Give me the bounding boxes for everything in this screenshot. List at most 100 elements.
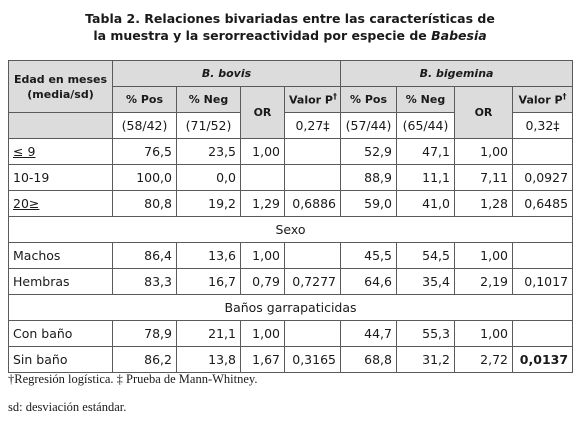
table-row: 10-19 100,0 0,0 88,9 11,1 7,11 0,0927	[8, 164, 574, 191]
bovis-neg: 13,6	[176, 242, 241, 269]
col-pos-bigemina: % Pos	[340, 86, 397, 113]
header-row-columns: % Pos % Neg OR Valor P† % Pos % Neg OR V…	[9, 86, 574, 139]
title-line-2-italic: Babesia	[431, 28, 487, 43]
bovis-neg: 16,7	[176, 268, 241, 295]
bigemina-p: 0,1017	[511, 268, 574, 295]
bovis-pos: 76,5	[112, 138, 177, 165]
header-row-species: Edad en meses (media/sd) B. bovis B. big…	[8, 60, 574, 113]
bovis-p: 0,3165	[284, 346, 341, 373]
row-label: Machos	[8, 242, 113, 269]
table-row: 20≥ 80,8 19,2 1,29 0,6886 59,0 41,0 1,28…	[8, 190, 574, 217]
bovis-p: 0,7277	[284, 268, 341, 295]
bigemina-or: 1,00	[454, 242, 513, 269]
bigemina-p	[511, 320, 574, 347]
section-label: Baños garrapaticidas	[7, 294, 574, 321]
results-table: Edad en meses (media/sd) B. bovis B. big…	[7, 60, 574, 373]
bigemina-neg: 41,0	[396, 190, 455, 217]
bigemina-neg: 11,1	[396, 164, 455, 191]
bigemina-p	[511, 242, 574, 269]
bigemina-p: 0,0137	[511, 346, 574, 373]
species-header-bigemina: B. bigemina	[339, 60, 574, 87]
row-label: 20≥	[8, 190, 113, 217]
row-label: ≤ 9	[8, 138, 113, 165]
bigemina-neg: 47,1	[396, 138, 455, 165]
bovis-neg: 23,5	[176, 138, 241, 165]
bovis-p	[284, 138, 341, 165]
bovis-or: 0,79	[240, 268, 285, 295]
footnote-1: †Regresión logística. ‡ Prueba de Mann-W…	[8, 372, 258, 386]
section-label: Sexo	[7, 216, 574, 243]
col-neg-bigemina: % Neg	[396, 86, 455, 113]
bigemina-pos: 52,9	[340, 138, 397, 165]
bovis-pos-count: (58/42)	[112, 112, 177, 139]
bovis-neg: 0,0	[176, 164, 241, 191]
bigemina-p: 0,6485	[511, 190, 574, 217]
bigemina-p	[511, 138, 574, 165]
bigemina-neg: 35,4	[396, 268, 455, 295]
col-p-bigemina-label: Valor P	[518, 93, 563, 107]
bovis-p	[284, 164, 341, 191]
title-line-2-text: la muestra y la serorreactividad por esp…	[93, 28, 432, 43]
bigemina-pos: 64,6	[340, 268, 397, 295]
section-row-sexo: Sexo	[7, 216, 574, 243]
counts-spacer	[8, 112, 113, 139]
table-row: ≤ 9 76,5 23,5 1,00 52,9 47,1 1,00	[8, 138, 574, 165]
col-p-bigemina-mark: †	[562, 92, 567, 102]
bigemina-pos: 88,9	[340, 164, 397, 191]
bovis-or: 1,00	[240, 242, 285, 269]
col-p-bigemina: Valor P†	[511, 86, 574, 113]
bovis-pos: 100,0	[112, 164, 177, 191]
bigemina-pos: 45,5	[340, 242, 397, 269]
col-neg-bovis: % Neg	[176, 86, 241, 113]
bovis-pos: 86,4	[112, 242, 177, 269]
bigemina-pos: 44,7	[340, 320, 397, 347]
bigemina-neg: 54,5	[396, 242, 455, 269]
bovis-pos: 80,8	[112, 190, 177, 217]
bovis-pos: 78,9	[112, 320, 177, 347]
species-header-bovis: B. bovis	[112, 60, 341, 87]
bigemina-pos: 59,0	[340, 190, 397, 217]
bigemina-or: 1,00	[454, 138, 513, 165]
bigemina-or: 1,00	[454, 320, 513, 347]
group-header: Edad en meses (media/sd)	[8, 60, 113, 113]
col-or-bovis: OR	[240, 86, 285, 139]
bovis-neg-count: (71/52)	[176, 112, 241, 139]
title-line-2: la muestra y la serorreactividad por esp…	[0, 27, 580, 44]
bigemina-neg-count: (65/44)	[396, 112, 455, 139]
counts-row: (58/42) (71/52) 0,27‡ (57/44) (65/44) 0,…	[8, 112, 574, 139]
bovis-or: 1,00	[240, 138, 285, 165]
bovis-or: 1,00	[240, 320, 285, 347]
bigemina-p: 0,0927	[511, 164, 574, 191]
section-row-banos: Baños garrapaticidas	[7, 294, 574, 321]
bigemina-or: 2,19	[454, 268, 513, 295]
bovis-p	[284, 320, 341, 347]
bovis-neg: 19,2	[176, 190, 241, 217]
bovis-neg: 13,8	[176, 346, 241, 373]
bigemina-or: 7,11	[454, 164, 513, 191]
bigemina-or: 2,72	[454, 346, 513, 373]
bigemina-neg: 55,3	[396, 320, 455, 347]
row-label: 10-19	[8, 164, 113, 191]
bigemina-pos-count: (57/44)	[340, 112, 397, 139]
footnote-2: sd: desviación estándar.	[8, 400, 127, 414]
table-row: Machos 86,4 13,6 1,00 45,5 54,5 1,00	[8, 242, 574, 269]
col-pos-bovis: % Pos	[112, 86, 177, 113]
bovis-pos: 83,3	[112, 268, 177, 295]
bigemina-p-median: 0,32‡	[511, 112, 574, 139]
table-title: Tabla 2. Relaciones bivariadas entre las…	[0, 10, 580, 44]
bigemina-pos: 68,8	[340, 346, 397, 373]
col-p-bovis-label: Valor P	[289, 93, 333, 107]
title-line-1: Tabla 2. Relaciones bivariadas entre las…	[85, 11, 495, 26]
bovis-or: 1,29	[240, 190, 285, 217]
table-row: Hembras 83,3 16,7 0,79 0,7277 64,6 35,4 …	[8, 268, 574, 295]
bigemina-neg: 31,2	[396, 346, 455, 373]
bovis-p: 0,6886	[284, 190, 341, 217]
table-row: Sin baño 86,2 13,8 1,67 0,3165 68,8 31,2…	[8, 346, 574, 373]
bigemina-or: 1,28	[454, 190, 513, 217]
row-label: Hembras	[8, 268, 113, 295]
row-label: Sin baño	[8, 346, 113, 373]
bovis-neg: 21,1	[176, 320, 241, 347]
bovis-or	[240, 164, 285, 191]
row-label: Con baño	[8, 320, 113, 347]
col-p-bovis-mark: †	[332, 92, 337, 102]
